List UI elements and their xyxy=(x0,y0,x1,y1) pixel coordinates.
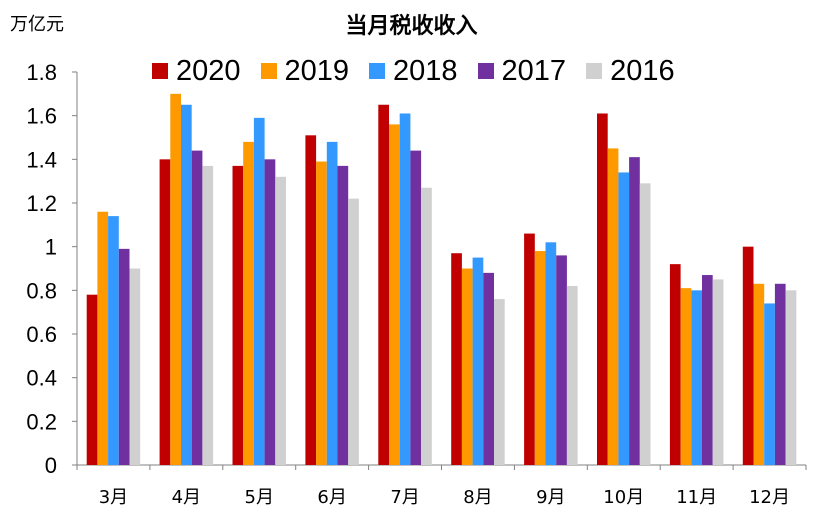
bar-2020-2 xyxy=(232,165,244,465)
bar-2018-7 xyxy=(618,172,630,465)
legend-item-2020: 2020 xyxy=(152,55,241,88)
bar-2018-3 xyxy=(326,141,338,465)
legend-swatch xyxy=(477,63,494,79)
bar-2019-6 xyxy=(534,251,546,465)
legend-item-2018: 2018 xyxy=(369,55,458,88)
bar-2020-1 xyxy=(159,159,171,466)
bar-2018-1 xyxy=(181,104,192,465)
bar-2018-5 xyxy=(472,257,484,465)
bar-2019-3 xyxy=(316,161,327,465)
unit-label: 万亿元 xyxy=(10,14,64,35)
legend-label: 2017 xyxy=(501,54,567,87)
bar-2018-9 xyxy=(764,303,775,465)
bar-2019-4 xyxy=(389,124,400,466)
bar-2020-5 xyxy=(451,253,462,465)
bar-2017-1 xyxy=(191,150,203,465)
y-tick-label: 0 xyxy=(45,453,57,478)
y-tick-label: 1.2 xyxy=(26,191,57,216)
legend-label: 2020 xyxy=(176,54,241,87)
bar-2018-4 xyxy=(399,113,411,465)
bar-2017-4 xyxy=(410,150,422,465)
bar-2019-9 xyxy=(753,283,765,465)
bar-2017-5 xyxy=(483,272,494,465)
bar-2019-7 xyxy=(607,148,619,465)
bar-2018-6 xyxy=(545,242,557,465)
legend-swatch xyxy=(260,63,277,79)
bar-2016-4 xyxy=(421,187,432,465)
bar-2017-8 xyxy=(702,275,713,465)
bar-2020-7 xyxy=(597,113,608,465)
x-tick-label: 5月 xyxy=(245,487,274,508)
bar-2016-5 xyxy=(494,299,505,465)
y-tick-label: 0.2 xyxy=(26,409,57,434)
y-tick-label: 1.6 xyxy=(26,104,57,129)
y-tick-label: 0.6 xyxy=(26,322,57,347)
bar-2016-0 xyxy=(129,268,141,465)
x-tick-label: 11月 xyxy=(676,487,717,508)
bar-2019-8 xyxy=(680,288,692,465)
bar-2019-1 xyxy=(170,93,181,465)
bar-2016-2 xyxy=(275,176,286,466)
bar-2020-9 xyxy=(742,246,754,465)
x-tick-label: 4月 xyxy=(172,487,201,508)
legend-label: 2018 xyxy=(393,54,458,87)
bar-2020-6 xyxy=(524,233,535,465)
y-tick-label: 1 xyxy=(45,235,57,260)
y-tick-label: 0.4 xyxy=(26,366,57,391)
legend: 2020 2019 2018 2017 2016 xyxy=(152,54,695,88)
legend-item-2016: 2016 xyxy=(586,55,675,88)
bar-2019-0 xyxy=(97,211,109,465)
bar-2016-3 xyxy=(348,198,359,465)
bar-2020-4 xyxy=(378,104,389,465)
bar-2017-9 xyxy=(774,283,786,465)
bar-2017-7 xyxy=(629,157,640,465)
legend-swatch xyxy=(152,63,168,79)
bar-2017-2 xyxy=(264,159,276,466)
bar-2016-8 xyxy=(712,279,724,465)
x-tick-label: 7月 xyxy=(390,487,419,508)
legend-label: 2019 xyxy=(284,54,350,87)
y-tick-label: 1.4 xyxy=(26,147,57,172)
legend-item-2019: 2019 xyxy=(260,54,350,88)
y-tick-label: 0.8 xyxy=(26,278,57,303)
bar-2017-0 xyxy=(118,248,130,465)
bar-2016-1 xyxy=(202,165,214,465)
x-tick-label: 8月 xyxy=(463,487,492,508)
legend-swatch xyxy=(369,63,386,79)
x-tick-label: 10月 xyxy=(603,487,644,508)
bar-2016-9 xyxy=(785,290,797,465)
bar-2016-7 xyxy=(639,183,651,465)
bar-2019-5 xyxy=(461,268,473,465)
legend-item-2017: 2017 xyxy=(477,54,567,88)
y-tick-label: 1.8 xyxy=(26,60,57,85)
bar-2020-0 xyxy=(86,294,98,465)
bar-2020-3 xyxy=(305,135,317,466)
bar-2018-2 xyxy=(253,117,265,465)
bar-2018-0 xyxy=(108,216,119,465)
bar-2017-3 xyxy=(337,165,349,465)
bar-2020-8 xyxy=(669,264,681,465)
chart-title: 当月税收收入 xyxy=(345,14,478,39)
x-tick-label: 3月 xyxy=(99,487,128,508)
bar-2016-6 xyxy=(566,285,578,465)
bar-2018-8 xyxy=(691,290,702,465)
x-tick-label: 12月 xyxy=(749,487,790,508)
legend-label: 2016 xyxy=(610,54,675,87)
bar-2019-2 xyxy=(243,141,254,465)
x-tick-label: 6月 xyxy=(317,487,346,508)
x-tick-label: 9月 xyxy=(536,487,565,508)
bar-2017-6 xyxy=(556,255,567,465)
legend-swatch xyxy=(586,63,603,79)
